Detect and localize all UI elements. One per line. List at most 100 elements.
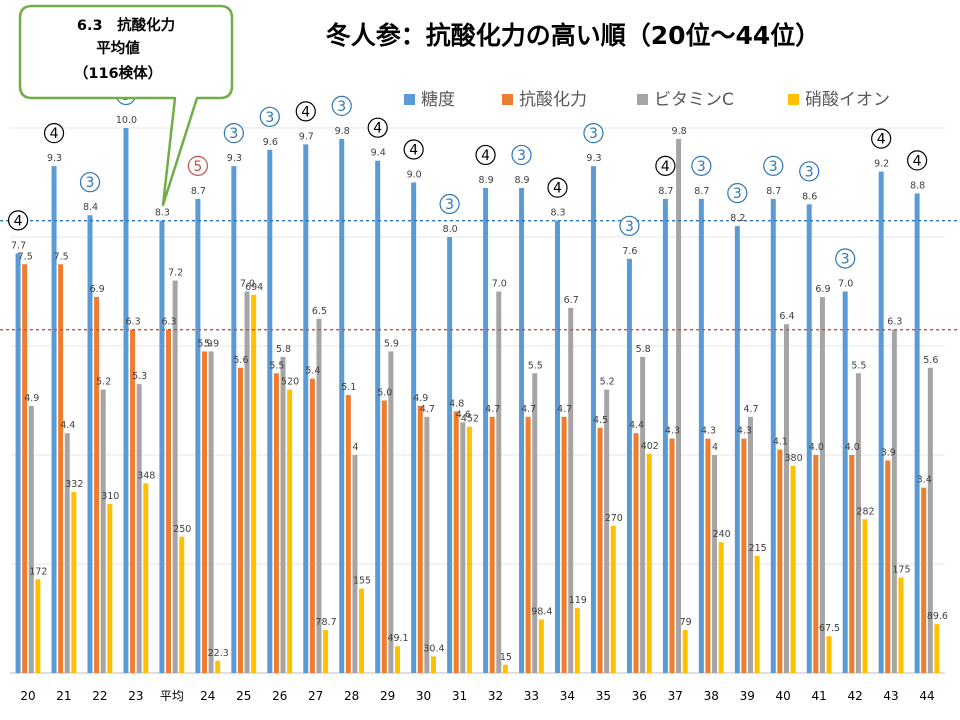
bar-nitrate bbox=[754, 555, 760, 673]
data-label-nitrate: 310 bbox=[101, 491, 119, 502]
data-label-nitrate: 402 bbox=[641, 441, 659, 452]
data-label-nitrate: 520 bbox=[281, 377, 299, 388]
rank-number: 3 bbox=[229, 126, 238, 142]
x-tick-label: 21 bbox=[56, 689, 71, 703]
x-tick-label: 38 bbox=[704, 689, 719, 703]
data-label-vitamin-c: 9.8 bbox=[672, 126, 687, 137]
bar-nitrate bbox=[323, 630, 329, 673]
chart-title: 冬人参：抗酸化力の高い順（20位〜44位） bbox=[326, 21, 821, 50]
data-label-vitamin-c: 7.0 bbox=[492, 279, 507, 290]
data-label-nitrate: 175 bbox=[892, 565, 910, 576]
rank-number: 3 bbox=[625, 219, 634, 235]
data-label-vitamin-c: 5.5 bbox=[528, 360, 543, 371]
rank-circle bbox=[763, 155, 784, 176]
bar-vitamin-c bbox=[748, 416, 754, 673]
legend: 糖度 抗酸化力 ビタミンC 硝酸イオン bbox=[404, 90, 890, 110]
bar-vitamin-c bbox=[532, 373, 538, 673]
bar-sugar bbox=[267, 149, 273, 674]
data-label-nitrate: 49.1 bbox=[387, 633, 408, 644]
bar-antioxidant bbox=[381, 400, 387, 673]
bar-vitamin-c bbox=[568, 307, 574, 673]
rank-circle bbox=[439, 193, 460, 215]
data-label-nitrate: 78.7 bbox=[315, 617, 336, 628]
bar-nitrate bbox=[143, 483, 149, 673]
data-label-nitrate: 452 bbox=[461, 414, 479, 425]
data-label-vitamin-c: 6.4 bbox=[779, 311, 794, 322]
x-tick-label: 37 bbox=[668, 689, 683, 703]
x-tick-label: 28 bbox=[344, 689, 359, 703]
data-label-vitamin-c: 5.2 bbox=[600, 377, 615, 388]
bar-antioxidant bbox=[669, 438, 675, 673]
bar-sugar bbox=[626, 258, 632, 673]
bar-vitamin-c bbox=[388, 351, 394, 673]
x-tick-label: 44 bbox=[919, 689, 934, 703]
data-label-vitamin-c: 5.9 bbox=[384, 338, 399, 349]
bar-sugar bbox=[195, 198, 201, 673]
data-label-vitamin-c: 4.9 bbox=[24, 393, 39, 404]
data-label-sugar: 8.3 bbox=[550, 208, 565, 219]
bar-sugar bbox=[375, 160, 381, 673]
x-tick-label: 31 bbox=[452, 689, 467, 703]
bar-nitrate bbox=[107, 504, 113, 673]
bar-nitrate bbox=[790, 465, 796, 673]
x-tick-label: 35 bbox=[596, 689, 611, 703]
bar-vitamin-c bbox=[424, 416, 430, 673]
bar-vitamin-c bbox=[712, 455, 718, 673]
x-tick-label: 20 bbox=[20, 689, 35, 703]
bar-nitrate bbox=[430, 656, 436, 673]
bar-sugar bbox=[555, 220, 561, 673]
data-label-antioxidant: 5.1 bbox=[341, 382, 356, 393]
data-label-antioxidant: 3.4 bbox=[917, 475, 932, 486]
bar-antioxidant bbox=[453, 411, 459, 673]
rank-number: 5 bbox=[193, 159, 202, 175]
data-label-antioxidant: 3.9 bbox=[881, 447, 896, 458]
data-label-vitamin-c: 5.5 bbox=[851, 360, 866, 371]
bar-antioxidant bbox=[741, 438, 747, 673]
bar-sugar bbox=[231, 166, 237, 673]
rank-number: 4 bbox=[877, 132, 886, 148]
bar-antioxidant bbox=[705, 438, 711, 673]
data-label-vitamin-c: 5.9 bbox=[204, 338, 219, 349]
bar-sugar bbox=[662, 198, 668, 673]
bar-vitamin-c bbox=[460, 422, 466, 673]
callout-line-3: （116検体） bbox=[74, 64, 162, 82]
rank-number: 3 bbox=[697, 159, 706, 175]
data-label-nitrate: 67.5 bbox=[819, 623, 840, 634]
data-label-nitrate: 155 bbox=[353, 576, 371, 587]
rank-number: 3 bbox=[337, 99, 346, 115]
data-label-antioxidant: 4.3 bbox=[701, 426, 716, 437]
bar-nitrate bbox=[826, 636, 832, 673]
rank-number: 4 bbox=[661, 159, 670, 175]
data-label-vitamin-c: 6.5 bbox=[312, 306, 327, 317]
data-label-vitamin-c: 5.3 bbox=[132, 371, 147, 382]
x-tick-label: 22 bbox=[92, 689, 107, 703]
bar-sugar bbox=[447, 237, 453, 673]
bar-sugar bbox=[806, 204, 812, 674]
bar-nitrate bbox=[646, 453, 652, 673]
bar-nitrate bbox=[179, 536, 185, 673]
data-label-antioxidant: 5.5 bbox=[269, 360, 284, 371]
data-label-vitamin-c: 4 bbox=[712, 442, 718, 453]
data-label-sugar: 8.7 bbox=[766, 186, 781, 197]
bar-sugar bbox=[914, 193, 920, 673]
bar-nitrate bbox=[862, 519, 868, 673]
bar-vitamin-c bbox=[208, 351, 214, 673]
bar-antioxidant bbox=[94, 296, 100, 673]
data-label-nitrate: 30.4 bbox=[423, 643, 444, 654]
bar-nitrate bbox=[898, 577, 904, 673]
rank-circle bbox=[79, 172, 101, 193]
rank-number: 4 bbox=[481, 148, 490, 164]
rank-number: 3 bbox=[805, 164, 814, 180]
bar-nitrate bbox=[934, 624, 940, 673]
bar-sugar bbox=[590, 166, 596, 673]
data-label-vitamin-c: 6.3 bbox=[887, 317, 902, 328]
data-label-antioxidant: 5.9 bbox=[197, 338, 212, 349]
data-label-sugar: 8.7 bbox=[191, 186, 206, 197]
rank-circle bbox=[331, 95, 352, 117]
bar-sugar bbox=[698, 198, 704, 673]
bar-vitamin-c bbox=[891, 329, 897, 673]
data-label-vitamin-c: 4.4 bbox=[60, 420, 75, 431]
bar-antioxidant bbox=[525, 416, 531, 673]
data-label-sugar: 9.8 bbox=[335, 126, 350, 137]
bar-vitamin-c bbox=[244, 291, 250, 673]
